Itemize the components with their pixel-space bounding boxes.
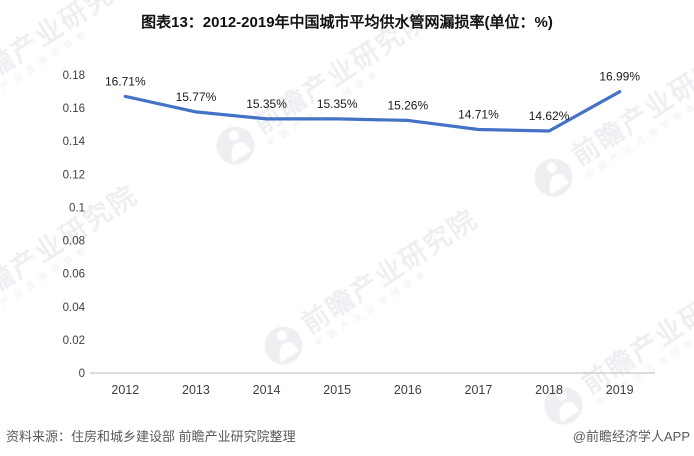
credit-note: @前瞻经济学人APP: [572, 429, 690, 444]
data-label: 16.99%: [599, 70, 640, 84]
data-label: 15.26%: [387, 98, 428, 112]
x-tick-label: 2018: [535, 383, 563, 397]
x-tick-label: 2019: [606, 383, 634, 397]
x-tick-label: 2017: [465, 383, 493, 397]
y-tick-label: 0: [79, 368, 85, 380]
y-tick-label: 0.12: [63, 169, 85, 181]
x-tick-label: 2012: [111, 383, 139, 397]
chart-title: 图表13：2012-2019年中国城市平均供水管网漏损率(单位：%): [141, 14, 553, 31]
series-line: [123, 90, 622, 133]
data-label: 15.77%: [176, 90, 217, 104]
data-label: 15.35%: [246, 97, 287, 111]
data-label: 14.62%: [529, 109, 570, 123]
source-note: 资料来源：住房和城乡建设部 前瞻产业研究院整理: [6, 429, 296, 444]
x-tick-label: 2014: [253, 383, 281, 397]
data-label: 15.35%: [317, 97, 358, 111]
data-label: 16.71%: [105, 74, 146, 88]
y-tick-label: 0.1: [69, 202, 85, 214]
x-tick-label: 2015: [323, 383, 351, 397]
y-tick-label: 0.02: [63, 335, 85, 347]
data-label: 14.71%: [458, 107, 499, 121]
y-tick-label: 0.06: [63, 269, 85, 281]
x-tick-label: 2013: [182, 383, 210, 397]
y-tick-label: 0.14: [63, 136, 86, 148]
y-tick-label: 0.18: [63, 70, 85, 82]
y-tick-label: 0.16: [63, 103, 85, 115]
y-tick-label: 0.04: [63, 302, 86, 314]
x-tick-label: 2016: [394, 383, 422, 397]
y-tick-label: 0.08: [63, 236, 85, 248]
